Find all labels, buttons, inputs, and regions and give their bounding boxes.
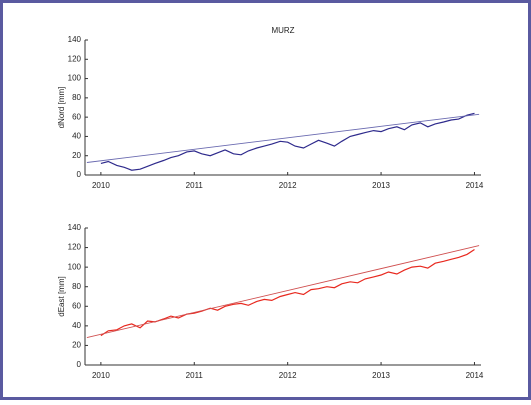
- x-tick-label: 2014: [466, 371, 484, 380]
- y-tick-label: 40: [72, 132, 81, 141]
- y-axis-label: dNord [mm]: [57, 87, 66, 129]
- chart-title: MURZ: [271, 26, 294, 35]
- y-tick-label: 20: [72, 151, 81, 160]
- data-line: [100, 248, 475, 337]
- y-tick-label: 120: [68, 243, 82, 252]
- y-tick-label: 80: [72, 282, 81, 291]
- y-tick-label: 120: [68, 54, 82, 63]
- x-tick-label: 2013: [372, 371, 390, 380]
- x-tick-label: 2012: [279, 181, 297, 190]
- data-line: [100, 112, 475, 171]
- trend-line: [86, 245, 480, 339]
- x-tick-label: 2010: [92, 371, 110, 380]
- x-tick-label: 2011: [186, 371, 204, 380]
- y-tick-label: 40: [72, 321, 81, 330]
- y-tick-label: 100: [68, 262, 82, 271]
- y-tick-label: 0: [77, 360, 82, 369]
- y-tick-label: 60: [72, 112, 81, 121]
- y-tick-label: 0: [77, 170, 82, 179]
- y-tick-label: 140: [68, 35, 82, 44]
- x-tick-label: 2013: [372, 181, 390, 190]
- x-tick-label: 2012: [279, 371, 297, 380]
- y-tick-label: 60: [72, 301, 81, 310]
- y-axis-label: dEast [mm]: [57, 276, 66, 316]
- y-tick-label: 100: [68, 74, 82, 83]
- y-tick-label: 80: [72, 93, 81, 102]
- x-tick-label: 2011: [186, 181, 204, 190]
- x-tick-label: 2014: [466, 181, 484, 190]
- y-tick-label: 20: [72, 341, 81, 350]
- trend-line: [86, 113, 480, 163]
- x-tick-label: 2010: [92, 181, 110, 190]
- y-tick-label: 140: [68, 223, 82, 232]
